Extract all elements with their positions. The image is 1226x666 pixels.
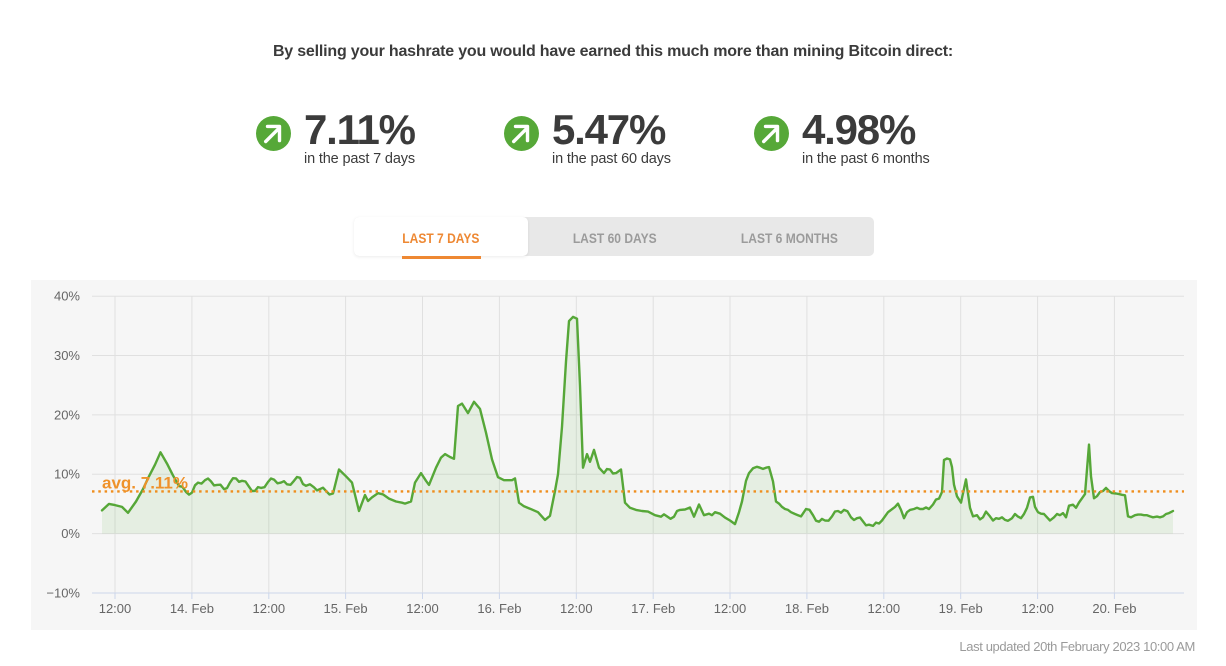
svg-text:18. Feb: 18. Feb <box>785 601 829 616</box>
svg-text:17. Feb: 17. Feb <box>631 601 675 616</box>
svg-text:15. Feb: 15. Feb <box>324 601 368 616</box>
svg-text:12:00: 12:00 <box>1021 601 1054 616</box>
svg-text:16. Feb: 16. Feb <box>477 601 521 616</box>
svg-text:20%: 20% <box>54 407 80 422</box>
svg-text:40%: 40% <box>54 289 80 304</box>
svg-text:14. Feb: 14. Feb <box>170 601 214 616</box>
svg-text:12:00: 12:00 <box>253 601 286 616</box>
svg-text:12:00: 12:00 <box>560 601 593 616</box>
svg-text:12:00: 12:00 <box>868 601 901 616</box>
svg-text:10%: 10% <box>54 467 80 482</box>
svg-text:30%: 30% <box>54 348 80 363</box>
svg-text:20. Feb: 20. Feb <box>1092 601 1136 616</box>
svg-text:12:00: 12:00 <box>406 601 439 616</box>
svg-text:12:00: 12:00 <box>99 601 132 616</box>
svg-text:12:00: 12:00 <box>714 601 747 616</box>
svg-text:0%: 0% <box>61 526 80 541</box>
svg-text:−10%: −10% <box>46 586 80 601</box>
svg-text:avg. 7.11%: avg. 7.11% <box>102 474 188 493</box>
svg-text:19. Feb: 19. Feb <box>939 601 983 616</box>
